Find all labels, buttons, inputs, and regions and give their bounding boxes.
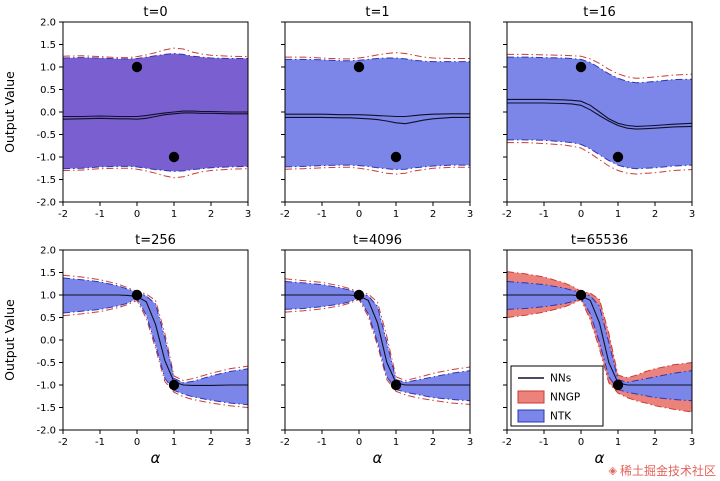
svg-text:1.0: 1.0 [40,291,56,302]
svg-text:-2: -2 [280,209,290,220]
svg-text:t=4096: t=4096 [353,233,402,248]
svg-text:0: 0 [356,437,362,448]
svg-text:1.0: 1.0 [40,63,56,74]
svg-text:t=16: t=16 [583,5,616,20]
svg-text:α: α [151,449,161,467]
svg-text:2: 2 [652,209,658,220]
svg-text:1: 1 [171,209,177,220]
svg-text:0.5: 0.5 [40,313,56,324]
svg-text:NNs: NNs [550,373,571,385]
svg-text:-1.5: -1.5 [36,175,56,186]
svg-text:1: 1 [615,437,621,448]
svg-text:-1: -1 [95,437,105,448]
svg-text:1: 1 [171,437,177,448]
svg-text:-2: -2 [58,209,68,220]
svg-text:-2.0: -2.0 [36,426,56,437]
svg-text:-2: -2 [58,437,68,448]
svg-text:-1: -1 [317,209,327,220]
svg-text:-1: -1 [317,437,327,448]
svg-text:t=1: t=1 [365,5,389,20]
svg-text:1: 1 [393,209,399,220]
svg-text:2.0: 2.0 [40,246,56,257]
svg-text:-2: -2 [502,437,512,448]
svg-text:0.5: 0.5 [40,85,56,96]
svg-text:α: α [595,449,605,467]
svg-text:Output Value: Output Value [2,71,17,153]
svg-text:2: 2 [208,209,214,220]
svg-text:2: 2 [208,437,214,448]
svg-text:Output Value: Output Value [2,299,17,381]
svg-text:-1.0: -1.0 [36,153,56,164]
svg-text:-1.0: -1.0 [36,381,56,392]
svg-text:1: 1 [393,437,399,448]
svg-text:0: 0 [578,209,584,220]
svg-text:-1: -1 [539,437,549,448]
svg-text:-1: -1 [95,209,105,220]
subplot-grid: t=0 -2 -1 0 1 2 3 -2.0 -1.5 -1.0 -0.5 0.0 0.5 1.0 1.5 2… [2,5,695,467]
svg-text:2.0: 2.0 [40,18,56,29]
svg-text:α: α [373,449,383,467]
svg-text:-2.0: -2.0 [36,198,56,209]
svg-text:0: 0 [356,209,362,220]
svg-text:3: 3 [467,209,473,220]
svg-text:t=256: t=256 [135,233,176,248]
svg-text:t=0: t=0 [143,5,167,20]
svg-text:NTK: NTK [550,411,572,423]
svg-text:2: 2 [430,437,436,448]
svg-text:0: 0 [134,437,140,448]
svg-text:3: 3 [689,437,695,448]
svg-text:1.5: 1.5 [40,40,56,51]
svg-text:NNGP: NNGP [550,392,580,404]
svg-text:0.0: 0.0 [40,336,56,347]
svg-text:2: 2 [652,437,658,448]
svg-text:2: 2 [430,209,436,220]
svg-text:1: 1 [615,209,621,220]
svg-text:1.5: 1.5 [40,268,56,279]
svg-text:3: 3 [245,209,251,220]
svg-text:3: 3 [467,437,473,448]
svg-text:-2: -2 [502,209,512,220]
svg-text:-0.5: -0.5 [36,130,56,141]
svg-text:-0.5: -0.5 [36,358,56,369]
svg-text:-1.5: -1.5 [36,403,56,414]
svg-text:0.0: 0.0 [40,108,56,119]
svg-text:t=65536: t=65536 [571,233,628,248]
svg-text:-1: -1 [539,209,549,220]
svg-text:3: 3 [245,437,251,448]
svg-text:0: 0 [578,437,584,448]
svg-text:-2: -2 [280,437,290,448]
svg-text:3: 3 [689,209,695,220]
svg-text:0: 0 [134,209,140,220]
